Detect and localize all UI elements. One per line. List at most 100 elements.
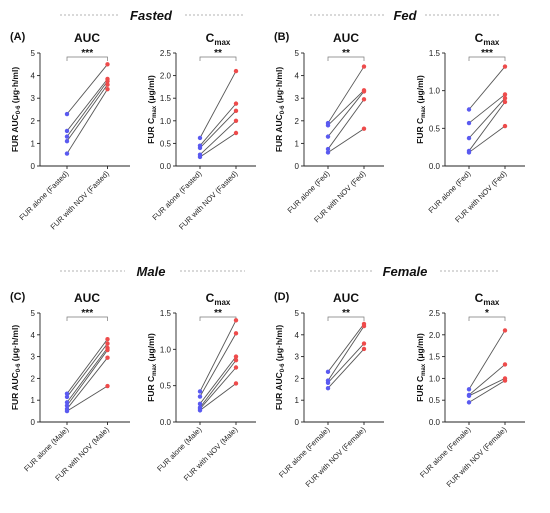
significance-bracket [327,316,365,321]
y-tick-label: 0.0 [160,162,172,171]
y-tick-label: 2 [295,374,300,383]
data-point-alone [64,400,70,405]
data-point-alone [197,154,203,160]
data-point-with-nov [361,64,367,69]
data-point-alone [466,135,472,141]
chart-title: AUC [74,31,100,45]
significance-label: * [485,308,489,319]
y-tick-label: 0 [31,418,36,427]
pair-line [327,89,365,126]
section-title: Female [383,264,428,279]
data-point-with-nov [233,101,239,106]
significance-label: ** [214,48,222,59]
data-point-with-nov [361,97,367,102]
pair-line [66,338,108,394]
y-tick-label: 4 [295,72,300,81]
data-point-with-nov [502,99,508,105]
data-point-alone [466,120,472,126]
data-point-alone [64,151,70,156]
pair-line [66,84,108,142]
y-tick-label: 5 [295,49,300,58]
y-tick-label: 3 [31,94,36,103]
y-axis-label: FUR AUC0-6 (μg·h/ml) [10,325,22,410]
pair-line [468,101,506,152]
data-point-alone [64,138,70,144]
data-point-with-nov [502,362,508,367]
pair-line [66,347,108,403]
data-point-with-nov [233,318,239,323]
data-point-with-nov [361,89,367,94]
data-point-with-nov [502,378,508,383]
data-point-with-nov [361,126,367,131]
pair-line [468,66,506,110]
y-tick-label: 2 [31,117,36,126]
significance-label: *** [81,48,93,59]
pair-line [327,325,365,381]
y-axis-label: FUR AUC0-6 (μg·h/ml) [274,67,286,152]
y-tick-label: 0 [31,162,36,171]
data-point-alone [64,128,70,134]
data-point-alone [325,386,331,391]
pair-line [468,125,506,153]
data-point-alone [64,408,70,414]
data-point-alone [325,123,331,128]
panel-label: (D) [274,291,290,303]
pair-line [327,323,365,373]
y-tick-label: 1.5 [429,49,441,58]
y-tick-label: 0.5 [160,382,172,391]
data-point-with-nov [105,62,110,67]
pair-line [199,333,237,397]
data-point-alone [325,134,331,139]
y-tick-label: 3 [31,353,36,362]
pair-line [327,99,365,150]
data-point-with-nov [105,355,110,360]
y-axis-label: FUR AUC0-6 (μg·h/ml) [10,67,22,152]
significance-bracket [199,56,237,61]
data-point-with-nov [105,82,110,87]
data-point-alone [64,403,70,408]
pair-line [327,348,365,389]
data-point-with-nov [502,64,508,69]
y-tick-label: 1.0 [429,374,441,383]
y-tick-label: 5 [31,309,36,318]
significance-bracket [66,56,108,61]
y-tick-label: 4 [31,331,36,340]
data-point-with-nov [233,331,239,336]
data-point-with-nov [502,123,508,129]
x-tick-label: FUR with NOV (Female) [304,425,368,489]
data-point-with-nov [502,96,508,101]
data-point-with-nov [502,328,508,333]
chart-title: Cmax [475,31,500,47]
data-point-with-nov [233,381,239,386]
y-axis-label: FUR Cmax (μg/ml) [415,333,427,402]
data-point-with-nov [233,354,239,359]
data-point-with-nov [233,358,239,363]
pair-line [199,70,237,139]
y-tick-label: 3 [295,353,300,362]
y-tick-label: 1.0 [160,345,172,354]
significance-bracket [66,316,108,321]
pair-line [327,128,365,153]
pair-line [199,120,237,156]
chart-title: AUC [333,291,359,305]
pair-line [199,132,237,158]
y-tick-label: 1.0 [160,117,172,126]
pair-line [66,88,108,154]
y-tick-label: 2.0 [160,72,172,81]
data-point-with-nov [361,346,367,352]
chart-panel: Cmax FUR Cmax (μg/ml) 0.0 0.5 1.0 1.5 2.0 2.5 FU… [415,291,525,489]
y-axis-label: FUR AUC0-6 (μg·h/ml) [274,325,286,410]
x-tick-label: FUR with NOV (Fasted) [177,169,240,232]
data-point-alone [64,394,70,400]
data-point-alone [197,408,203,413]
chart-title: Cmax [206,31,231,47]
data-point-alone [197,135,203,141]
pair-line [199,320,237,392]
pair-line [199,110,237,149]
data-point-alone [466,393,472,399]
data-point-alone [197,389,203,394]
data-point-alone [466,107,472,112]
